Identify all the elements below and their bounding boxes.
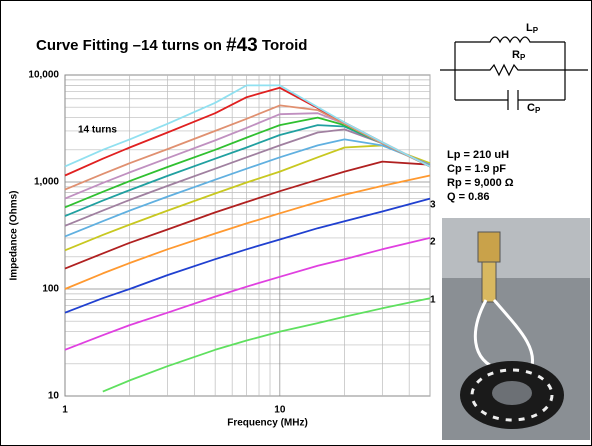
label-sub: P [533, 26, 539, 35]
circuit-cut [440, 113, 590, 121]
title-emph: #43 [226, 35, 258, 56]
cp-label: CP [527, 102, 541, 115]
label-main: L [526, 22, 533, 34]
param: Cp = 1.9 pF [447, 163, 506, 175]
wires [440, 42, 588, 110]
slide-title: Curve Fitting –14 turns on #43 Toroid [36, 35, 307, 56]
windings [470, 368, 554, 422]
y-axis-label: Impedance (Ohms) [9, 190, 20, 280]
annotation: 1 [430, 295, 436, 306]
label-main: C [527, 102, 535, 114]
connector-body [481, 261, 497, 303]
y-tick-label: 100 [42, 284, 59, 295]
curve [64, 144, 431, 252]
title-end: Toroid [258, 37, 308, 54]
inductor [455, 36, 565, 44]
annotation: 3 [430, 200, 436, 211]
param: Q = 0.86 [447, 191, 490, 203]
params: Lp = 210 uH Cp = 1.9 pF Rp = 9,000 Ω Q =… [447, 149, 514, 203]
x-tick-label: 1 [62, 405, 68, 416]
y-tick-label: 1,000 [34, 177, 59, 188]
curve [64, 138, 431, 238]
annotation: 14 turns [78, 125, 117, 136]
toroid-hole [492, 381, 532, 405]
param: Lp = 210 uH [447, 149, 509, 161]
curve [64, 128, 431, 227]
annotation: 2 [430, 237, 436, 248]
photo-wall [442, 218, 590, 278]
x-tick-label: 10 [274, 405, 286, 416]
curve [102, 297, 431, 393]
photo [442, 218, 590, 440]
curve [64, 160, 431, 270]
curve [64, 237, 431, 351]
label-sub: P [535, 106, 541, 115]
param: Rp = 9,000 Ω [447, 177, 514, 189]
plot-area [64, 74, 431, 397]
curve [64, 197, 431, 314]
curve [64, 174, 431, 290]
label-sub: P [520, 53, 526, 62]
curve [64, 84, 431, 168]
connector [477, 231, 501, 263]
title-text: Curve Fitting –14 turns on [36, 37, 226, 54]
rp-label: RP [512, 49, 526, 62]
circuit [440, 36, 588, 110]
y-tick-label: 10 [48, 391, 60, 402]
y-tick-label: 10,000 [28, 70, 59, 81]
lp-label: LP [526, 22, 539, 35]
label-main: R [512, 49, 520, 61]
x-axis-label: Frequency (MHz) [227, 418, 308, 429]
curve [64, 104, 431, 191]
